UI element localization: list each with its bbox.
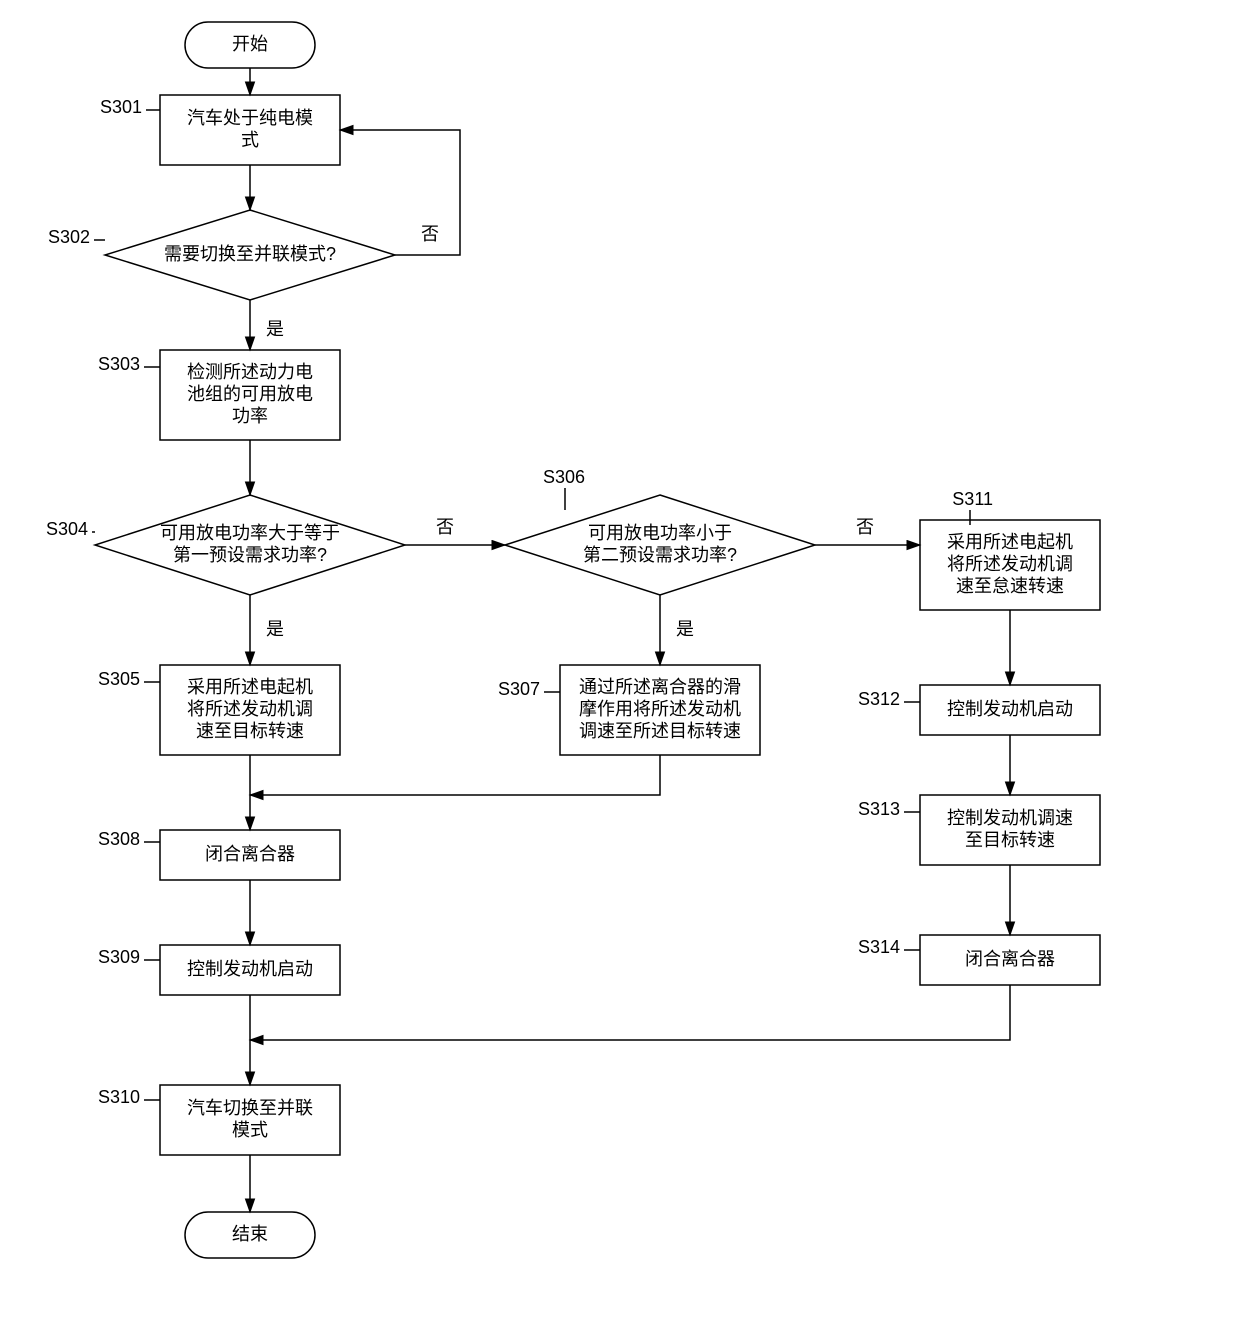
- node-text-s305-1: 将所述发动机调: [187, 699, 313, 719]
- edge-label-s304-s306: 否: [436, 517, 454, 537]
- step-label-s314: S314: [858, 937, 900, 957]
- step-label-s306: S306: [543, 467, 585, 487]
- step-label-s309: S309: [98, 947, 140, 967]
- node-text-s306-1: 第二预设需求功率?: [583, 545, 737, 565]
- node-text-s304-0: 可用放电功率大于等于: [160, 523, 340, 543]
- node-text-s307-2: 调速至所述目标转速: [579, 721, 741, 741]
- node-text-s313-1: 至目标转速: [965, 830, 1055, 850]
- node-text-s302-0: 需要切换至并联模式?: [164, 244, 336, 264]
- step-label-s310: S310: [98, 1087, 140, 1107]
- flowchart: 是否是否是否开始汽车处于纯电模式需要切换至并联模式?检测所述动力电池组的可用放电…: [0, 0, 1240, 1339]
- edge-label-s306-s311: 否: [856, 517, 874, 537]
- step-label-s305: S305: [98, 669, 140, 689]
- node-text-s303-1: 池组的可用放电: [187, 384, 313, 404]
- node-text-s305-0: 采用所述电起机: [187, 677, 313, 697]
- node-text-s303-0: 检测所述动力电: [187, 362, 313, 382]
- step-label-s313: S313: [858, 799, 900, 819]
- node-text-s311-0: 采用所述电起机: [947, 532, 1073, 552]
- node-text-s311-2: 速至怠速转速: [956, 576, 1064, 596]
- node-text-s310-1: 模式: [232, 1120, 268, 1140]
- node-text-s301-0: 汽车处于纯电模: [187, 108, 313, 128]
- background: [0, 0, 1240, 1339]
- edge-label-s302-s303: 是: [266, 319, 284, 339]
- node-text-end-0: 结束: [232, 1224, 268, 1244]
- step-label-s312: S312: [858, 689, 900, 709]
- step-label-s308: S308: [98, 829, 140, 849]
- step-label-s301: S301: [100, 97, 142, 117]
- node-text-s307-0: 通过所述离合器的滑: [579, 677, 741, 697]
- node-text-s305-2: 速至目标转速: [196, 721, 304, 741]
- step-label-s303: S303: [98, 354, 140, 374]
- step-label-s304: S304: [46, 519, 88, 539]
- node-text-s313-0: 控制发动机调速: [947, 808, 1073, 828]
- node-text-s304-1: 第一预设需求功率?: [173, 545, 327, 565]
- node-text-s312-0: 控制发动机启动: [947, 699, 1073, 719]
- step-label-s307: S307: [498, 679, 540, 699]
- node-text-s306-0: 可用放电功率小于: [588, 523, 732, 543]
- step-label-s311: S311: [952, 489, 993, 509]
- node-text-s307-1: 摩作用将所述发动机: [579, 699, 741, 719]
- node-text-s314-0: 闭合离合器: [965, 949, 1055, 969]
- node-text-s311-1: 将所述发动机调: [947, 554, 1073, 574]
- node-text-start-0: 开始: [232, 34, 268, 54]
- node-text-s308-0: 闭合离合器: [205, 844, 295, 864]
- node-text-s303-2: 功率: [232, 406, 268, 426]
- node-text-s309-0: 控制发动机启动: [187, 959, 313, 979]
- edge-label-s304-s305: 是: [266, 619, 284, 639]
- node-text-s310-0: 汽车切换至并联: [187, 1098, 313, 1118]
- node-text-s301-1: 式: [241, 130, 259, 150]
- step-label-s302: S302: [48, 227, 90, 247]
- edge-label-s306-s307: 是: [676, 619, 694, 639]
- edge-label-s302-s301: 否: [421, 224, 439, 244]
